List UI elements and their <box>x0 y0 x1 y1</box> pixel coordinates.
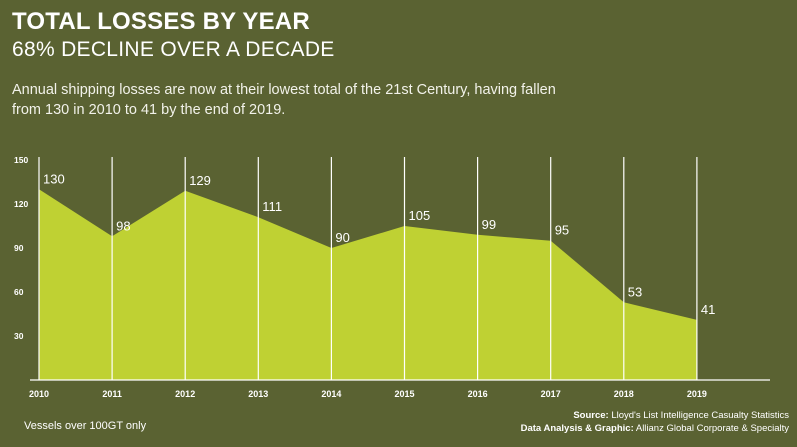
x-tick-label: 2016 <box>468 389 488 399</box>
data-label: 99 <box>482 217 496 232</box>
data-label: 90 <box>335 230 349 245</box>
y-tick-label: 60 <box>14 287 24 297</box>
data-label: 53 <box>628 284 642 299</box>
x-tick-label: 2015 <box>394 389 414 399</box>
x-tick-label: 2019 <box>687 389 707 399</box>
data-label: 130 <box>43 171 65 186</box>
y-axis-labels: 30 60 90 120 150 <box>14 155 28 341</box>
y-tick-label: 30 <box>14 331 24 341</box>
data-label: 95 <box>555 223 569 238</box>
x-tick-label: 2011 <box>102 389 122 399</box>
source-credits: Source: Lloyd's List Intelligence Casual… <box>521 409 789 435</box>
x-tick-label: 2014 <box>321 389 341 399</box>
credit-line: Data Analysis & Graphic: Allianz Global … <box>521 422 789 435</box>
x-tick-label: 2012 <box>175 389 195 399</box>
y-tick-label: 90 <box>14 243 24 253</box>
vertical-gridlines <box>38 157 698 380</box>
source-label: Source: <box>573 410 609 421</box>
source-line: Source: Lloyd's List Intelligence Casual… <box>521 409 789 422</box>
footnote: Vessels over 100GT only <box>24 420 147 432</box>
area-series <box>39 189 697 380</box>
credit-label: Data Analysis & Graphic: <box>520 423 634 434</box>
data-label: 111 <box>262 199 282 214</box>
x-tick-label: 2017 <box>541 389 561 399</box>
y-tick-label: 120 <box>14 199 28 209</box>
data-label: 41 <box>701 302 715 317</box>
chart-subtitle: 68% DECLINE OVER A DECADE <box>12 38 335 61</box>
x-tick-label: 2018 <box>614 389 634 399</box>
data-labels: 130 98 129 111 90 105 99 95 53 41 <box>43 171 715 317</box>
chart-description: Annual shipping losses are now at their … <box>12 82 556 118</box>
data-label: 129 <box>189 173 211 188</box>
data-label: 98 <box>116 218 130 233</box>
credit-text: Allianz Global Corporate & Specialty <box>635 423 789 434</box>
source-text: Lloyd's List Intelligence Casualty Stati… <box>611 410 789 421</box>
x-axis-labels: 2010 2011 2012 2013 2014 2015 2016 2017 2018 2019 <box>29 389 707 399</box>
x-tick-label: 2013 <box>248 389 268 399</box>
x-tick-label: 2010 <box>29 389 49 399</box>
y-tick-label: 150 <box>14 155 28 165</box>
chart-title: TOTAL LOSSES BY YEAR <box>12 8 310 35</box>
data-label: 105 <box>409 208 431 223</box>
